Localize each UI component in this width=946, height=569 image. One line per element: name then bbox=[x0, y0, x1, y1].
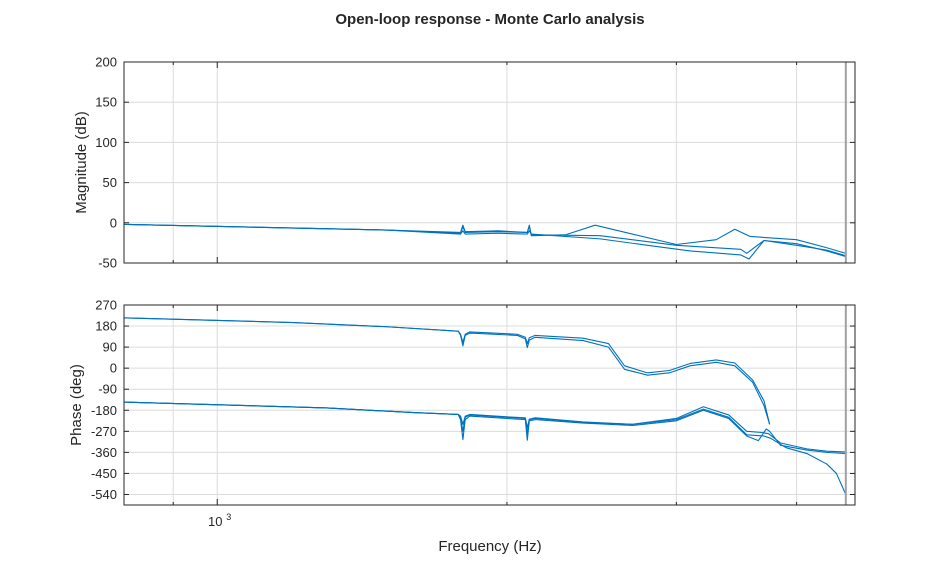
y-tick-label: -180 bbox=[91, 403, 117, 418]
y-tick-label: 50 bbox=[103, 175, 117, 190]
y-tick-label: 0 bbox=[110, 215, 117, 230]
y-tick-label: -90 bbox=[98, 382, 117, 397]
series-line-run-3-lower bbox=[124, 401, 847, 495]
x-tick-label: 10 bbox=[208, 514, 222, 529]
y-tick-label: -50 bbox=[98, 256, 117, 271]
x-axis-label: Frequency (Hz) bbox=[438, 538, 541, 555]
y-tick-label: -360 bbox=[91, 445, 117, 460]
y-axis-label: Magnitude (dB) bbox=[73, 111, 90, 214]
series-group bbox=[124, 317, 847, 495]
series-line-run-2 bbox=[124, 223, 846, 254]
series-line-run-1-upper bbox=[124, 317, 771, 425]
chart-title: Open-loop response - Monte Carlo analysi… bbox=[335, 11, 644, 28]
y-tick-label: 180 bbox=[95, 319, 117, 334]
magnitude-panel: -50 0 50 100 150 200 Magnitude (dB) bbox=[73, 55, 856, 271]
phase-panel: 270 180 90 0 -90 -180 -270 -360 -450 -540 Phase (d… bbox=[68, 298, 856, 529]
series-line-run-2-upper bbox=[124, 317, 771, 425]
y-tick-label: -540 bbox=[91, 487, 117, 502]
x-tick-label-exponent: 3 bbox=[226, 512, 231, 522]
y-tick-label: -270 bbox=[91, 424, 117, 439]
y-tick-label: 90 bbox=[103, 340, 117, 355]
axes-frame bbox=[123, 61, 856, 264]
y-tick-label: 100 bbox=[95, 135, 117, 150]
y-tick-label: -450 bbox=[91, 466, 117, 481]
y-tick-label: 270 bbox=[95, 298, 117, 313]
series-group bbox=[124, 223, 846, 260]
series-line-run-3 bbox=[124, 223, 846, 260]
y-tick-label: 150 bbox=[95, 95, 117, 110]
y-tick-label: 200 bbox=[95, 55, 117, 70]
y-tick-label: 0 bbox=[110, 361, 117, 376]
axes-frame bbox=[123, 304, 856, 506]
series-line-run-1 bbox=[124, 223, 846, 258]
y-axis-label: Phase (deg) bbox=[68, 364, 85, 446]
